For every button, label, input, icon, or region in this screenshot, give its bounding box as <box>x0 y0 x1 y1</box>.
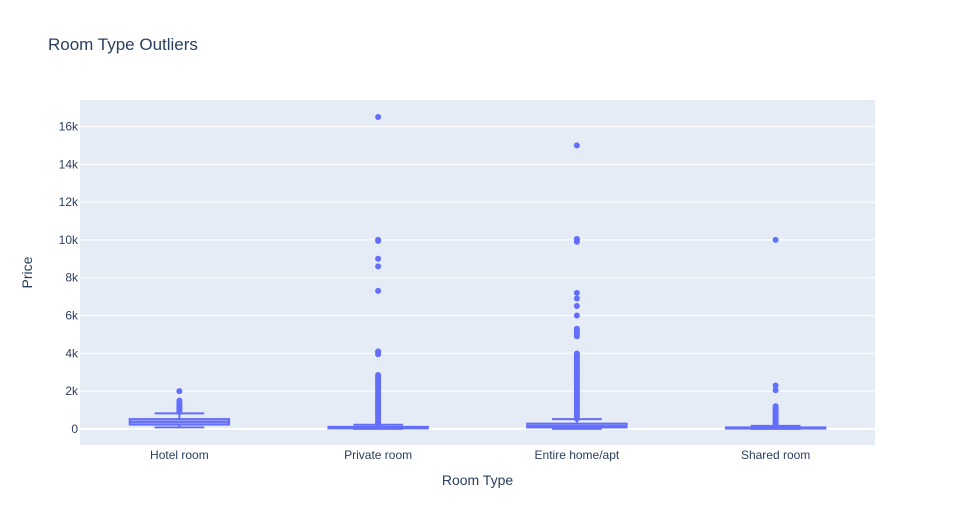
x-axis-title: Room Type <box>442 472 514 488</box>
outlier-point <box>375 255 382 262</box>
outlier-point <box>375 348 382 355</box>
y-tick-label: 4k <box>65 346 79 360</box>
y-tick-label: 2k <box>65 384 79 398</box>
box-entire-home-apt <box>526 142 628 430</box>
x-tick-label: Hotel room <box>150 448 209 462</box>
outlier-point <box>573 142 580 149</box>
y-tick-label: 0 <box>71 422 78 436</box>
x-tick-label: Private room <box>344 448 412 462</box>
outlier-point <box>573 295 580 302</box>
outlier-point <box>772 382 779 389</box>
box-hotel-room <box>128 388 231 429</box>
y-tick-label: 10k <box>59 233 79 247</box>
y-axis-title: Price <box>19 256 35 288</box>
plot-area <box>80 100 875 445</box>
outlier-point <box>375 263 382 270</box>
y-tick-label: 12k <box>59 195 79 209</box>
outlier-point <box>573 303 580 310</box>
outlier-point <box>375 114 382 121</box>
outlier-point <box>573 289 580 296</box>
outlier-point <box>772 387 779 394</box>
chart-title: Room Type Outliers <box>48 35 198 54</box>
x-tick-label: Entire home/apt <box>535 448 620 462</box>
y-tick-label: 16k <box>59 119 79 133</box>
x-tick-labels: Hotel room Private room Entire home/apt Sha… <box>150 448 810 462</box>
outlier-point <box>573 235 580 242</box>
box-shared-room <box>724 236 827 430</box>
y-tick-label: 8k <box>65 271 79 285</box>
outlier-point <box>772 236 779 243</box>
outlier-point <box>375 236 382 243</box>
box-series <box>128 114 827 430</box>
y-tick-label: 6k <box>65 309 79 323</box>
outlier-point <box>375 287 382 294</box>
box-private-room <box>327 114 429 430</box>
x-tick-label: Shared room <box>741 448 810 462</box>
y-tick-label: 14k <box>59 157 79 171</box>
outlier-point <box>573 312 580 319</box>
y-tick-labels: 0 2k 4k 6k 8k 10k 12k 14k 16k <box>59 119 79 435</box>
outlier-point <box>772 403 779 410</box>
outlier-point <box>176 388 183 395</box>
outlier-point <box>573 325 580 332</box>
outlier-point <box>573 350 580 357</box>
outlier-point <box>375 372 382 379</box>
outlier-point <box>176 397 183 404</box>
